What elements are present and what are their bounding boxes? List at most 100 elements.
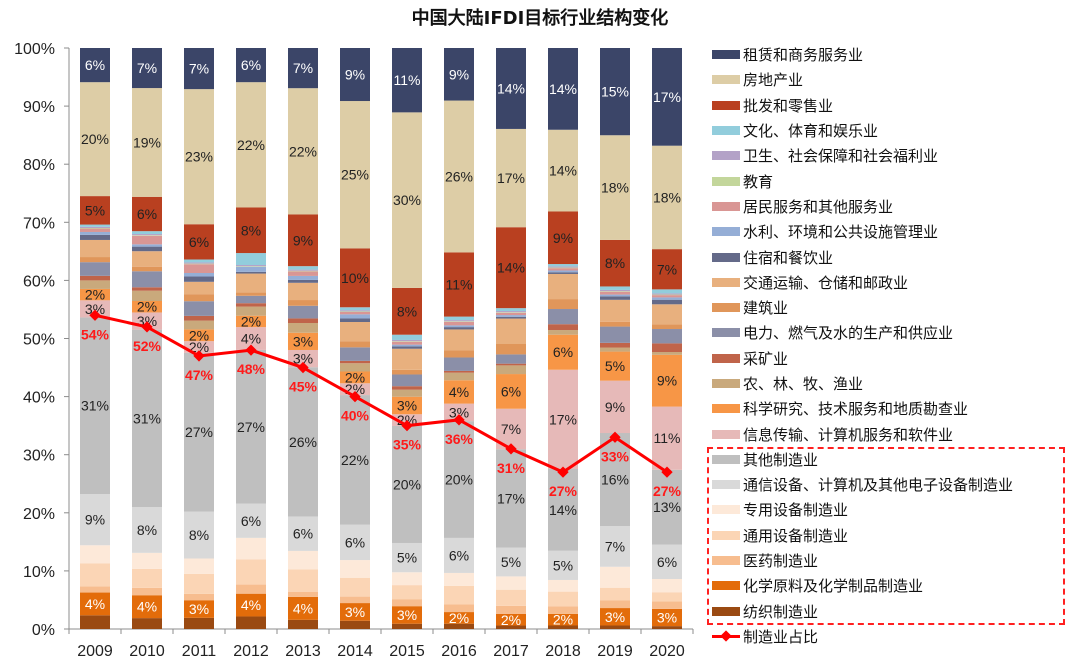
segment-label: 20% [393,476,421,492]
x-tick-label: 2018 [545,643,581,660]
bar-segment [132,48,162,89]
legend-swatch [712,303,740,313]
segment-label: 9% [657,373,677,389]
bar-segment [496,308,526,312]
bar-segment [132,552,162,569]
bar-segment [548,264,578,267]
bar-segment [80,231,110,235]
bar-segment [340,620,370,629]
legend-swatch [712,126,740,136]
legend-swatch [712,151,740,161]
legend-item: 房地产业 [712,67,1077,92]
bar-segment [184,617,214,629]
legend-label: 农、林、牧、渔业 [743,375,864,393]
bar-segment [600,299,630,322]
bar-segment [80,196,110,225]
bar-segment [392,389,422,397]
segment-label: 3% [605,609,625,625]
line-marker [297,361,309,374]
bar-segment [132,266,162,272]
segment-label: 4% [293,600,313,616]
line-data-label: 31% [497,460,526,476]
segment-label: 6% [449,547,469,563]
bar-segment [444,100,474,253]
bar-segment [288,569,318,592]
segment-label: 8% [605,255,625,271]
bar-segment [132,196,162,232]
bar-segment [80,82,110,197]
bar-segment [496,449,526,548]
line-data-label: 48% [237,361,266,377]
x-tick-label: 2011 [182,643,217,660]
segment-label: 9% [449,66,469,82]
bar-segment [340,603,370,621]
line-data-label: 36% [445,431,474,447]
bar-segment [496,354,526,364]
bar-segment [600,296,630,300]
segment-label: 15% [601,84,629,100]
legend-item: 建筑业 [712,295,1077,320]
y-tick-label: 60% [23,273,55,290]
bar-segment [340,560,370,578]
legend-label: 其他制造业 [743,450,819,469]
bar-segment [496,318,526,344]
bar-segment [600,294,630,297]
segment-label: 3% [189,601,209,617]
bar-segment [600,291,630,292]
legend-label: 批发和零售业 [743,96,834,115]
bar-segment [548,272,578,274]
bar-segment [392,344,422,347]
segment-label: 7% [657,261,677,277]
legend-label: 纺织制造业 [743,602,819,621]
bar-segment [600,289,630,292]
bar-segment [340,314,370,319]
bar-segment [496,576,526,590]
segment-label: 4% [241,331,261,347]
bar-segment [80,257,110,263]
y-tick-label: 90% [23,99,55,116]
bar-segment [340,311,370,312]
legend-swatch [712,176,740,186]
line-data-label: 27% [653,483,682,499]
x-tick-label: 2016 [441,643,477,660]
bar-segment [80,226,110,228]
bar-segment [392,48,422,113]
bar-segment [184,259,214,263]
bar-segment [184,301,214,316]
segment-label: 5% [553,557,573,573]
segment-label: 2% [137,299,157,315]
line-marker-icon [712,632,740,641]
bar-segment [236,349,266,504]
bar-segment [184,276,214,282]
bar-segment [80,494,110,546]
segment-label: 2% [85,287,105,303]
segment-label: 17% [497,170,525,186]
bar-segment [288,322,318,333]
bar-segment [548,270,578,273]
y-tick-label: 10% [23,564,55,581]
segment-label: 7% [605,538,625,554]
segment-label: 22% [289,143,317,159]
bar-segment [496,365,526,375]
bar-segment [652,294,682,296]
legend-label: 采矿业 [743,349,789,368]
bar-segment [444,320,474,322]
segment-label: 8% [189,527,209,543]
bar-segment [288,318,318,323]
bar-segment [236,253,266,266]
legend-swatch [712,353,740,363]
bar-segment [340,524,370,561]
bar-segment [184,352,214,512]
segment-label: 3% [449,404,469,420]
bar-segment [652,297,682,300]
bar-segment [132,246,162,252]
legend-item: 科学研究、技术服务和地质勘查业 [712,396,1077,421]
bar-segment [600,135,630,240]
bar-segment [548,606,578,614]
segment-label: 6% [293,526,313,542]
bar-segment [184,341,214,353]
legend-label: 交通运输、仓储和邮政业 [743,273,909,292]
bar-segment [652,592,682,602]
bar-segment [444,321,474,322]
bar-segment [392,386,422,390]
